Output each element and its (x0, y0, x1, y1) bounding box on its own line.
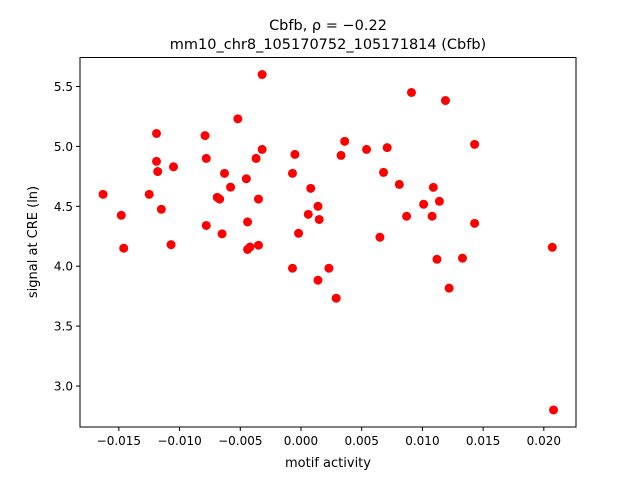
plot-frame (79, 57, 577, 428)
y-axis-label: signal at CRE (ln) (26, 186, 41, 298)
data-point (313, 275, 323, 285)
y-tick-label: 4.5 (54, 200, 73, 214)
data-point (116, 210, 126, 220)
data-point (470, 139, 480, 149)
chart-title-line2: mm10_chr8_105170752_105171814 (Cbfb) (170, 37, 486, 53)
data-point (226, 182, 236, 192)
data-point (219, 168, 229, 178)
data-point (287, 263, 297, 273)
data-point (257, 70, 267, 80)
chart-title-line1: Cbfb, ρ = −0.22 (269, 18, 387, 34)
data-point (340, 136, 350, 146)
data-point (336, 150, 346, 160)
x-tick-label: 0.020 (527, 434, 561, 448)
data-point (331, 293, 341, 303)
data-point (457, 253, 467, 263)
data-points (98, 70, 559, 415)
data-point (375, 232, 385, 242)
x-tick-label: 0.000 (284, 434, 318, 448)
data-point (215, 194, 225, 204)
data-point (166, 240, 176, 250)
data-point (394, 179, 404, 189)
data-point (245, 242, 255, 252)
data-point (217, 229, 227, 239)
data-point (168, 162, 178, 172)
data-point (547, 242, 557, 252)
data-point (313, 201, 323, 211)
data-point (306, 183, 316, 193)
data-point (440, 96, 450, 106)
data-point (153, 167, 163, 177)
data-point (382, 143, 392, 153)
data-point (243, 217, 253, 227)
data-point (200, 131, 210, 141)
y-axis: 3.0 3.5 4.0 4.5 5.0 5.5 (54, 80, 80, 394)
data-point (402, 211, 412, 221)
x-tick-label: 0.010 (405, 434, 439, 448)
data-point (201, 153, 211, 163)
data-point (151, 128, 161, 138)
x-axis: −0.015 −0.010 −0.005 0.000 0.005 0.010 0.015 0.… (97, 427, 561, 448)
data-point (428, 182, 438, 192)
data-point (253, 240, 263, 250)
data-point (119, 243, 129, 253)
data-point (290, 149, 300, 159)
x-tick-label: 0.005 (345, 434, 379, 448)
data-point (444, 283, 454, 293)
data-point (427, 211, 437, 221)
data-point (406, 87, 416, 97)
data-point (98, 189, 108, 199)
data-point (362, 144, 372, 154)
data-point (434, 196, 444, 206)
data-point (549, 405, 559, 415)
data-point (419, 199, 429, 209)
data-point (233, 114, 243, 124)
y-tick-label: 5.0 (54, 140, 73, 154)
data-point (151, 156, 161, 166)
data-point (314, 214, 324, 224)
data-point (294, 228, 304, 238)
data-point (470, 218, 480, 228)
data-point (251, 153, 261, 163)
y-tick-label: 3.0 (54, 380, 73, 394)
x-axis-label: motif activity (285, 456, 371, 471)
y-tick-label: 4.0 (54, 260, 73, 274)
data-point (156, 204, 166, 214)
x-tick-label: −0.005 (218, 434, 262, 448)
data-point (287, 168, 297, 178)
data-point (253, 194, 263, 204)
data-point (303, 209, 313, 219)
data-point (201, 220, 211, 230)
data-point (241, 174, 251, 184)
y-tick-label: 3.5 (54, 320, 73, 334)
data-point (324, 263, 334, 273)
data-point (144, 189, 154, 199)
x-tick-label: −0.015 (97, 434, 141, 448)
data-point (432, 254, 442, 264)
data-point (257, 144, 267, 154)
x-tick-label: 0.015 (466, 434, 500, 448)
data-point (379, 167, 389, 177)
x-tick-label: −0.010 (157, 434, 201, 448)
y-tick-label: 5.5 (54, 80, 73, 94)
